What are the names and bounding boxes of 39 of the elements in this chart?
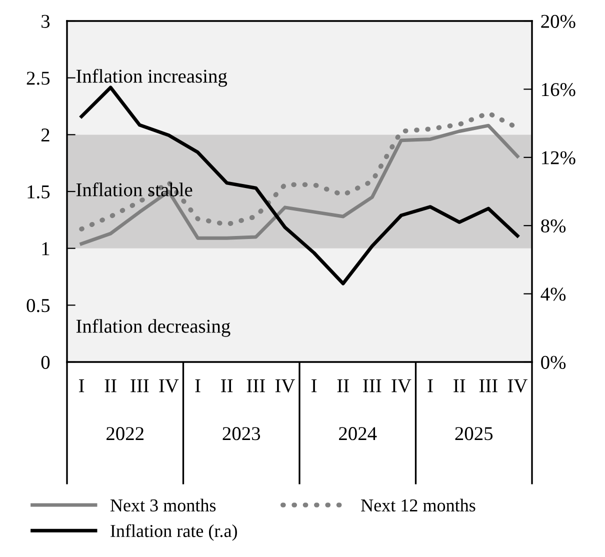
- band-label: Inflation increasing: [76, 68, 228, 87]
- x-tick-label: III: [130, 379, 149, 392]
- y-tick-label: 0: [41, 356, 50, 369]
- y-tick-label: 1: [42, 242, 50, 256]
- x-tick-label: I: [78, 379, 84, 392]
- y2-tick-label: 4%: [540, 288, 566, 301]
- x-tick-label: IV: [159, 379, 179, 392]
- x-tick-label: I: [195, 379, 200, 392]
- x-tick-label: II: [337, 379, 349, 392]
- text: 2025: [455, 427, 493, 440]
- y-tick-label: 2.5: [26, 72, 50, 85]
- text: 2024: [339, 427, 377, 440]
- legend-label: Inflation rate (r.a): [110, 524, 237, 541]
- y2-tick-label: 16%: [542, 83, 576, 96]
- legend-label: Next 12 months: [361, 498, 476, 512]
- x-tick-label: II: [454, 379, 466, 392]
- y-tick-label: 2: [41, 128, 50, 142]
- y2-tick-label: 0%: [541, 356, 566, 369]
- x-tick-label: I: [311, 379, 317, 392]
- x-tick-label: IV: [508, 379, 528, 392]
- x-tick-label: II: [221, 379, 233, 392]
- x-tick-label: IV: [275, 379, 296, 392]
- y-tick-label: 1.5: [28, 185, 50, 199]
- x-tick-label: IV: [392, 379, 412, 392]
- x-tick-label: III: [246, 379, 265, 392]
- y2-tick-label: 12%: [542, 151, 576, 164]
- band-label: Inflation stable: [76, 182, 192, 196]
- y-tick-label: 0.5: [26, 298, 50, 312]
- legend-label: Next 3 months: [110, 498, 216, 512]
- y2-tick-label: 8%: [541, 219, 566, 233]
- y2-tick-label: 20%: [541, 14, 576, 28]
- x-tick-label: II: [104, 379, 116, 392]
- band-label: Inflation decreasing: [76, 318, 230, 337]
- y-tick-label: 3: [42, 14, 50, 28]
- x-tick-label: III: [363, 379, 382, 392]
- x-tick-label: I: [428, 379, 433, 392]
- text: 2023: [222, 427, 260, 440]
- text: 2022: [106, 427, 144, 440]
- x-tick-label: III: [479, 379, 498, 392]
